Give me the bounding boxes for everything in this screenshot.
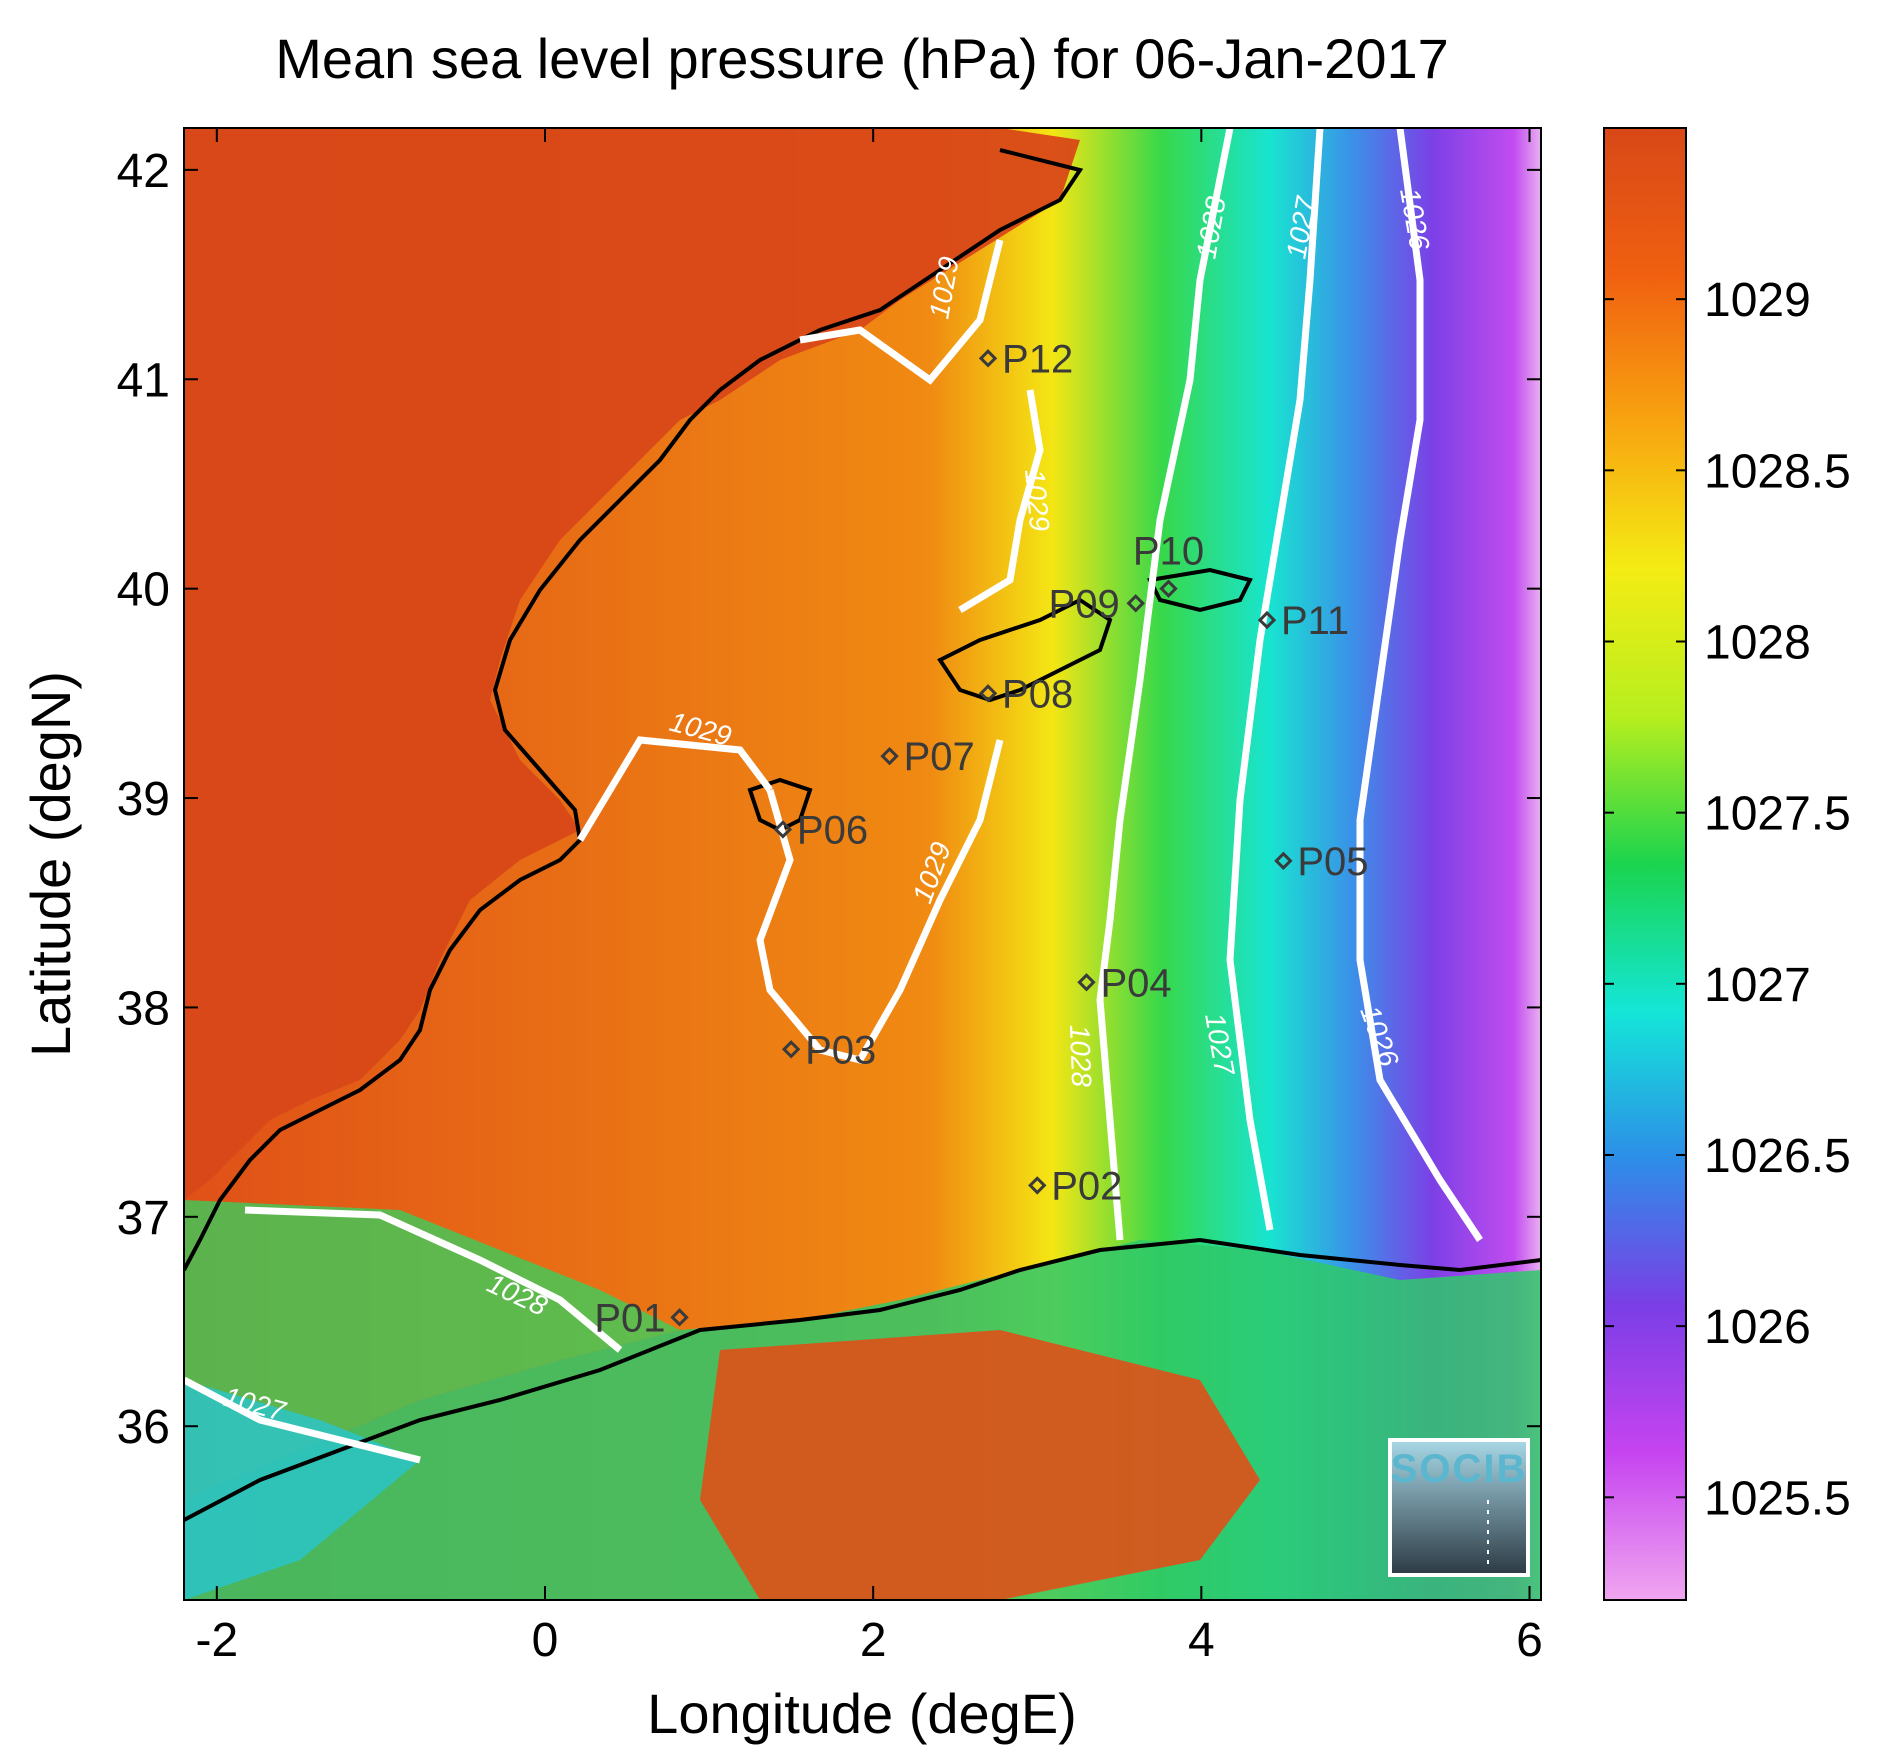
isobar-1029-west [576, 736, 773, 842]
station-marker [1257, 610, 1277, 630]
colorbar-tick-label: 1026.5 [1704, 1130, 1851, 1183]
y-axis-ticks: 36 37 38 39 40 41 42 [117, 145, 1541, 1454]
station-marker [773, 820, 793, 839]
contour-label: 1028 [1064, 1024, 1097, 1088]
land-africa-high [700, 1330, 1260, 1600]
station-label: P04 [1100, 961, 1171, 1005]
colorbar-tick-label: 1028 [1704, 616, 1811, 669]
isobar-1028-west [244, 1206, 623, 1353]
station-marker [781, 1040, 801, 1059]
station-marker [1274, 851, 1293, 871]
isobar-1029-south [756, 739, 1004, 1065]
x-axis-ticks: -2 0 2 4 6 [195, 128, 1543, 1667]
colorbar-tick-label: 1029 [1704, 274, 1811, 327]
plot-frame [183, 127, 1542, 1601]
station-marker [1126, 594, 1145, 613]
x-tick-label: -2 [195, 1614, 238, 1667]
station-marker [1077, 973, 1096, 992]
station-label: P12 [1002, 337, 1073, 381]
station-label: P08 [1002, 672, 1073, 716]
y-tick-label: 39 [117, 773, 170, 826]
y-tick-label: 41 [117, 354, 170, 407]
x-tick-label: 4 [1188, 1614, 1215, 1667]
colorbar-tick-label: 1027 [1704, 959, 1811, 1012]
station-label: P06 [797, 808, 868, 852]
island-menorca [1147, 567, 1253, 613]
chart-title: Mean sea level pressure (hPa) for 06-Jan… [275, 27, 1449, 90]
contour-label: 1029 [1019, 468, 1055, 533]
colorbar-tick-label: 1027.5 [1704, 788, 1851, 841]
colorbar-ticks: 1025.5 1026 1026.5 1027 1027.5 1028 1028.5 1029 [1604, 274, 1851, 1525]
x-axis-label: Longitude (degE) [647, 1682, 1077, 1745]
station-marker [1028, 1176, 1047, 1195]
station-label: P07 [904, 735, 975, 779]
x-tick-label: 2 [860, 1614, 887, 1667]
isobar-1027-west [184, 1376, 421, 1464]
x-tick-label: 6 [1516, 1614, 1543, 1667]
island-ibiza [747, 777, 813, 833]
station-label: P10 [1133, 530, 1204, 574]
y-tick-label: 36 [117, 1401, 170, 1454]
coastline-iberia [184, 148, 1084, 1271]
station-label: P11 [1281, 599, 1349, 643]
points-layer: P01 P02 P03 P04 P05 P06 P07 P08 P09 P10 P11 P12 [594, 337, 1368, 1340]
coastline-africa [184, 1237, 1541, 1522]
station-marker [1159, 579, 1178, 598]
plot-area: 1029 1029 1029 1029 1028 1027 1026 1028 … [184, 128, 1541, 1600]
isobar-1029-north [799, 239, 1004, 385]
y-tick-label: 40 [117, 564, 170, 617]
colorbar-tick-label: 1028.5 [1704, 445, 1851, 498]
land-iberia [184, 128, 1080, 1200]
station-marker [880, 746, 899, 766]
y-tick-label: 42 [117, 145, 170, 198]
isobar-1027-east [1226, 128, 1324, 1231]
station-label: P03 [805, 1028, 876, 1072]
logo-text: SOCIB [1391, 1447, 1528, 1491]
y-axis-label: Latitude (degN) [19, 671, 82, 1057]
station-label: P05 [1297, 840, 1368, 884]
y-tick-label: 37 [117, 1192, 170, 1245]
station-marker [670, 1308, 689, 1327]
station-marker [978, 684, 998, 703]
x-tick-label: 0 [532, 1614, 559, 1667]
station-marker [978, 349, 998, 368]
isobar-1026-east [1356, 128, 1483, 1242]
station-label: P01 [594, 1296, 665, 1340]
station-label: P09 [1049, 582, 1120, 626]
colorbar-tick-label: 1025.5 [1704, 1472, 1851, 1525]
y-tick-label: 38 [117, 982, 170, 1035]
island-mallorca [937, 597, 1113, 703]
isobar-1028-east [1096, 128, 1234, 1241]
socib-logo: SOCIB [1388, 1438, 1530, 1577]
sea-west-low [184, 1380, 420, 1600]
colorbar-tick-label: 1026 [1704, 1301, 1811, 1354]
colorbar [1603, 127, 1687, 1601]
station-label: P02 [1051, 1164, 1122, 1208]
isobar-1029-center [958, 389, 1044, 614]
